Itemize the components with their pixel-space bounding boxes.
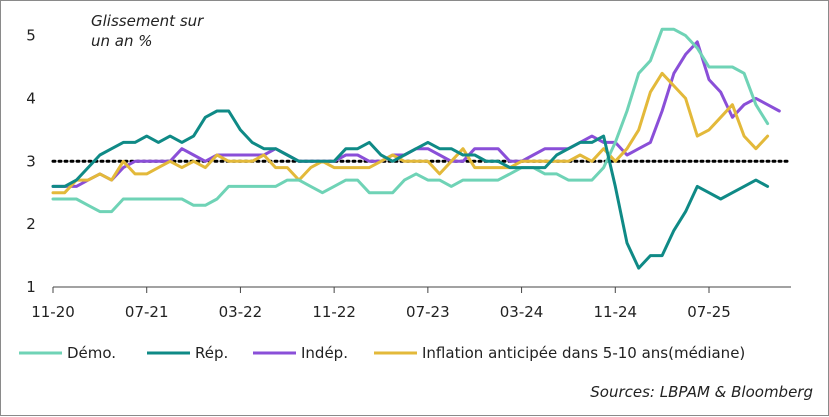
x-tick-label: 07-25 <box>687 303 731 321</box>
annotation-line-2: un an % <box>91 32 153 50</box>
legend-label: Indép. <box>301 344 348 362</box>
plot-area: 1 2 3 4 5 11-20 07-21 03-22 11-22 07-23 03-24 11-24… <box>26 27 793 321</box>
y-tick-label: 3 <box>26 152 36 170</box>
series-line-4 <box>51 71 770 195</box>
x-tick-label: 07-21 <box>125 303 169 321</box>
source-note: Sources: LBPAM & Bloomberg <box>590 383 813 401</box>
legend-label: Rép. <box>195 344 228 362</box>
legend: Démo. Rép. Indép. Inflation anticipée dans … <box>19 344 745 362</box>
series-line-1 <box>51 27 770 214</box>
legend-label: Inflation anticipée dans 5-10 ans(médian… <box>422 344 745 362</box>
x-tick-label: 07-23 <box>406 303 450 321</box>
y-tick-label: 4 <box>26 89 36 107</box>
legend-label: Démo. <box>67 344 116 362</box>
series-line-2 <box>51 109 770 270</box>
x-tick-label: 11-22 <box>312 303 356 321</box>
y-tick-label: 5 <box>26 27 36 45</box>
y-tick-label: 2 <box>26 215 36 233</box>
x-tick-label: 11-24 <box>593 303 637 321</box>
x-tick-label: 03-24 <box>500 303 544 321</box>
annotation-line-1: Glissement sur <box>91 12 204 30</box>
x-tick-label: 11-20 <box>31 303 75 321</box>
x-tick-label: 03-22 <box>219 303 263 321</box>
y-tick-label: 1 <box>26 278 36 296</box>
